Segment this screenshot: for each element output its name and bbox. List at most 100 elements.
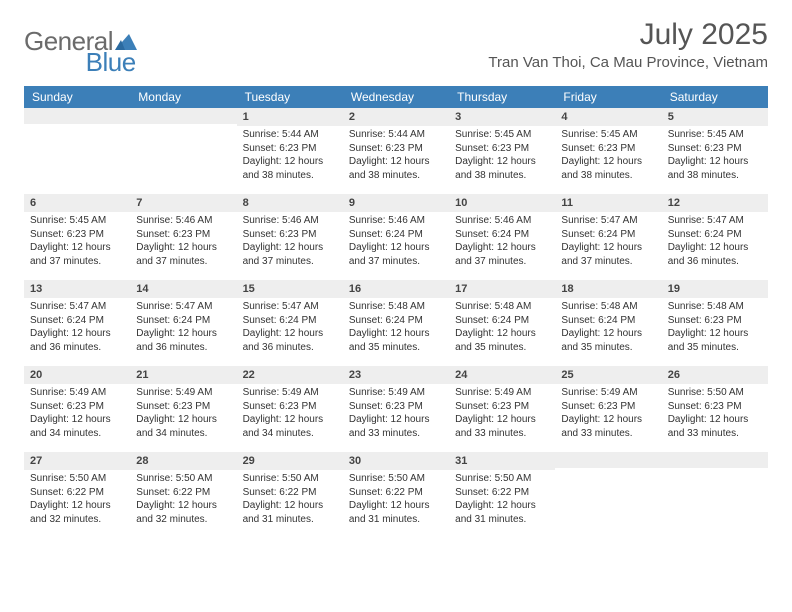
day-number: 21 [130, 366, 236, 384]
day-cell: 13Sunrise: 5:47 AMSunset: 6:24 PMDayligh… [24, 280, 130, 366]
sunrise-text: Sunrise: 5:46 AM [349, 214, 443, 228]
week-row: 13Sunrise: 5:47 AMSunset: 6:24 PMDayligh… [24, 280, 768, 366]
day-number: 4 [555, 108, 661, 126]
daylight-text: Daylight: 12 hours and 35 minutes. [668, 327, 762, 354]
sunrise-text: Sunrise: 5:44 AM [349, 128, 443, 142]
sunrise-text: Sunrise: 5:49 AM [349, 386, 443, 400]
day-cell: 24Sunrise: 5:49 AMSunset: 6:23 PMDayligh… [449, 366, 555, 452]
sunset-text: Sunset: 6:23 PM [349, 142, 443, 156]
daylight-text: Daylight: 12 hours and 36 minutes. [668, 241, 762, 268]
day-number: 13 [24, 280, 130, 298]
day-number: 31 [449, 452, 555, 470]
title-block: July 2025 Tran Van Thoi, Ca Mau Province… [488, 18, 768, 71]
daylight-text: Daylight: 12 hours and 35 minutes. [561, 327, 655, 354]
daylight-text: Daylight: 12 hours and 37 minutes. [30, 241, 124, 268]
sunset-text: Sunset: 6:22 PM [349, 486, 443, 500]
day-details: Sunrise: 5:50 AMSunset: 6:22 PMDaylight:… [449, 470, 555, 532]
day-details: Sunrise: 5:50 AMSunset: 6:22 PMDaylight:… [343, 470, 449, 532]
day-cell: 4Sunrise: 5:45 AMSunset: 6:23 PMDaylight… [555, 108, 661, 194]
month-title: July 2025 [488, 18, 768, 52]
dayname-saturday: Saturday [662, 86, 768, 108]
daylight-text: Daylight: 12 hours and 31 minutes. [455, 499, 549, 526]
day-number: 1 [237, 108, 343, 126]
dayname-sunday: Sunday [24, 86, 130, 108]
dayname-thursday: Thursday [449, 86, 555, 108]
day-cell: 18Sunrise: 5:48 AMSunset: 6:24 PMDayligh… [555, 280, 661, 366]
sunset-text: Sunset: 6:24 PM [455, 314, 549, 328]
day-details: Sunrise: 5:46 AMSunset: 6:24 PMDaylight:… [343, 212, 449, 274]
day-number: 14 [130, 280, 236, 298]
day-number: 8 [237, 194, 343, 212]
day-cell: 27Sunrise: 5:50 AMSunset: 6:22 PMDayligh… [24, 452, 130, 538]
day-details [662, 468, 768, 476]
sunset-text: Sunset: 6:24 PM [668, 228, 762, 242]
sunset-text: Sunset: 6:24 PM [243, 314, 337, 328]
daylight-text: Daylight: 12 hours and 37 minutes. [349, 241, 443, 268]
daylight-text: Daylight: 12 hours and 34 minutes. [30, 413, 124, 440]
day-number: 26 [662, 366, 768, 384]
sunset-text: Sunset: 6:24 PM [455, 228, 549, 242]
sunrise-text: Sunrise: 5:48 AM [349, 300, 443, 314]
day-number: 11 [555, 194, 661, 212]
week-row: 1Sunrise: 5:44 AMSunset: 6:23 PMDaylight… [24, 108, 768, 194]
daylight-text: Daylight: 12 hours and 38 minutes. [349, 155, 443, 182]
day-details: Sunrise: 5:50 AMSunset: 6:22 PMDaylight:… [130, 470, 236, 532]
sunrise-text: Sunrise: 5:50 AM [136, 472, 230, 486]
daylight-text: Daylight: 12 hours and 33 minutes. [455, 413, 549, 440]
day-cell: 26Sunrise: 5:50 AMSunset: 6:23 PMDayligh… [662, 366, 768, 452]
sunset-text: Sunset: 6:24 PM [561, 314, 655, 328]
day-cell: 14Sunrise: 5:47 AMSunset: 6:24 PMDayligh… [130, 280, 236, 366]
daylight-text: Daylight: 12 hours and 38 minutes. [455, 155, 549, 182]
day-number [130, 108, 236, 124]
day-number: 18 [555, 280, 661, 298]
day-cell: 10Sunrise: 5:46 AMSunset: 6:24 PMDayligh… [449, 194, 555, 280]
dayname-row: Sunday Monday Tuesday Wednesday Thursday… [24, 86, 768, 108]
day-cell: 7Sunrise: 5:46 AMSunset: 6:23 PMDaylight… [130, 194, 236, 280]
day-number: 5 [662, 108, 768, 126]
day-cell: 22Sunrise: 5:49 AMSunset: 6:23 PMDayligh… [237, 366, 343, 452]
day-cell: 25Sunrise: 5:49 AMSunset: 6:23 PMDayligh… [555, 366, 661, 452]
location-text: Tran Van Thoi, Ca Mau Province, Vietnam [488, 54, 768, 71]
day-details: Sunrise: 5:48 AMSunset: 6:24 PMDaylight:… [449, 298, 555, 360]
day-cell: 9Sunrise: 5:46 AMSunset: 6:24 PMDaylight… [343, 194, 449, 280]
day-number: 28 [130, 452, 236, 470]
sunset-text: Sunset: 6:23 PM [561, 142, 655, 156]
day-cell [130, 108, 236, 194]
day-details: Sunrise: 5:46 AMSunset: 6:23 PMDaylight:… [130, 212, 236, 274]
sunset-text: Sunset: 6:23 PM [668, 142, 762, 156]
day-details: Sunrise: 5:50 AMSunset: 6:22 PMDaylight:… [24, 470, 130, 532]
day-number [24, 108, 130, 124]
day-number: 12 [662, 194, 768, 212]
day-cell [662, 452, 768, 538]
day-number: 22 [237, 366, 343, 384]
sunrise-text: Sunrise: 5:50 AM [243, 472, 337, 486]
day-details: Sunrise: 5:44 AMSunset: 6:23 PMDaylight:… [343, 126, 449, 188]
sunset-text: Sunset: 6:23 PM [136, 400, 230, 414]
daylight-text: Daylight: 12 hours and 38 minutes. [668, 155, 762, 182]
dayname-wednesday: Wednesday [343, 86, 449, 108]
sunset-text: Sunset: 6:24 PM [30, 314, 124, 328]
day-details: Sunrise: 5:50 AMSunset: 6:23 PMDaylight:… [662, 384, 768, 446]
day-details: Sunrise: 5:46 AMSunset: 6:23 PMDaylight:… [237, 212, 343, 274]
sunrise-text: Sunrise: 5:47 AM [243, 300, 337, 314]
day-cell: 23Sunrise: 5:49 AMSunset: 6:23 PMDayligh… [343, 366, 449, 452]
day-cell: 16Sunrise: 5:48 AMSunset: 6:24 PMDayligh… [343, 280, 449, 366]
daylight-text: Daylight: 12 hours and 33 minutes. [561, 413, 655, 440]
sunset-text: Sunset: 6:22 PM [136, 486, 230, 500]
day-cell [555, 452, 661, 538]
day-number [662, 452, 768, 468]
day-number: 19 [662, 280, 768, 298]
daylight-text: Daylight: 12 hours and 33 minutes. [668, 413, 762, 440]
sunset-text: Sunset: 6:23 PM [243, 400, 337, 414]
day-details: Sunrise: 5:45 AMSunset: 6:23 PMDaylight:… [662, 126, 768, 188]
day-details: Sunrise: 5:48 AMSunset: 6:24 PMDaylight:… [555, 298, 661, 360]
day-number: 24 [449, 366, 555, 384]
sunrise-text: Sunrise: 5:45 AM [561, 128, 655, 142]
day-cell: 1Sunrise: 5:44 AMSunset: 6:23 PMDaylight… [237, 108, 343, 194]
sunrise-text: Sunrise: 5:46 AM [136, 214, 230, 228]
day-cell: 20Sunrise: 5:49 AMSunset: 6:23 PMDayligh… [24, 366, 130, 452]
sunrise-text: Sunrise: 5:49 AM [30, 386, 124, 400]
day-details: Sunrise: 5:50 AMSunset: 6:22 PMDaylight:… [237, 470, 343, 532]
week-row: 20Sunrise: 5:49 AMSunset: 6:23 PMDayligh… [24, 366, 768, 452]
day-number: 29 [237, 452, 343, 470]
